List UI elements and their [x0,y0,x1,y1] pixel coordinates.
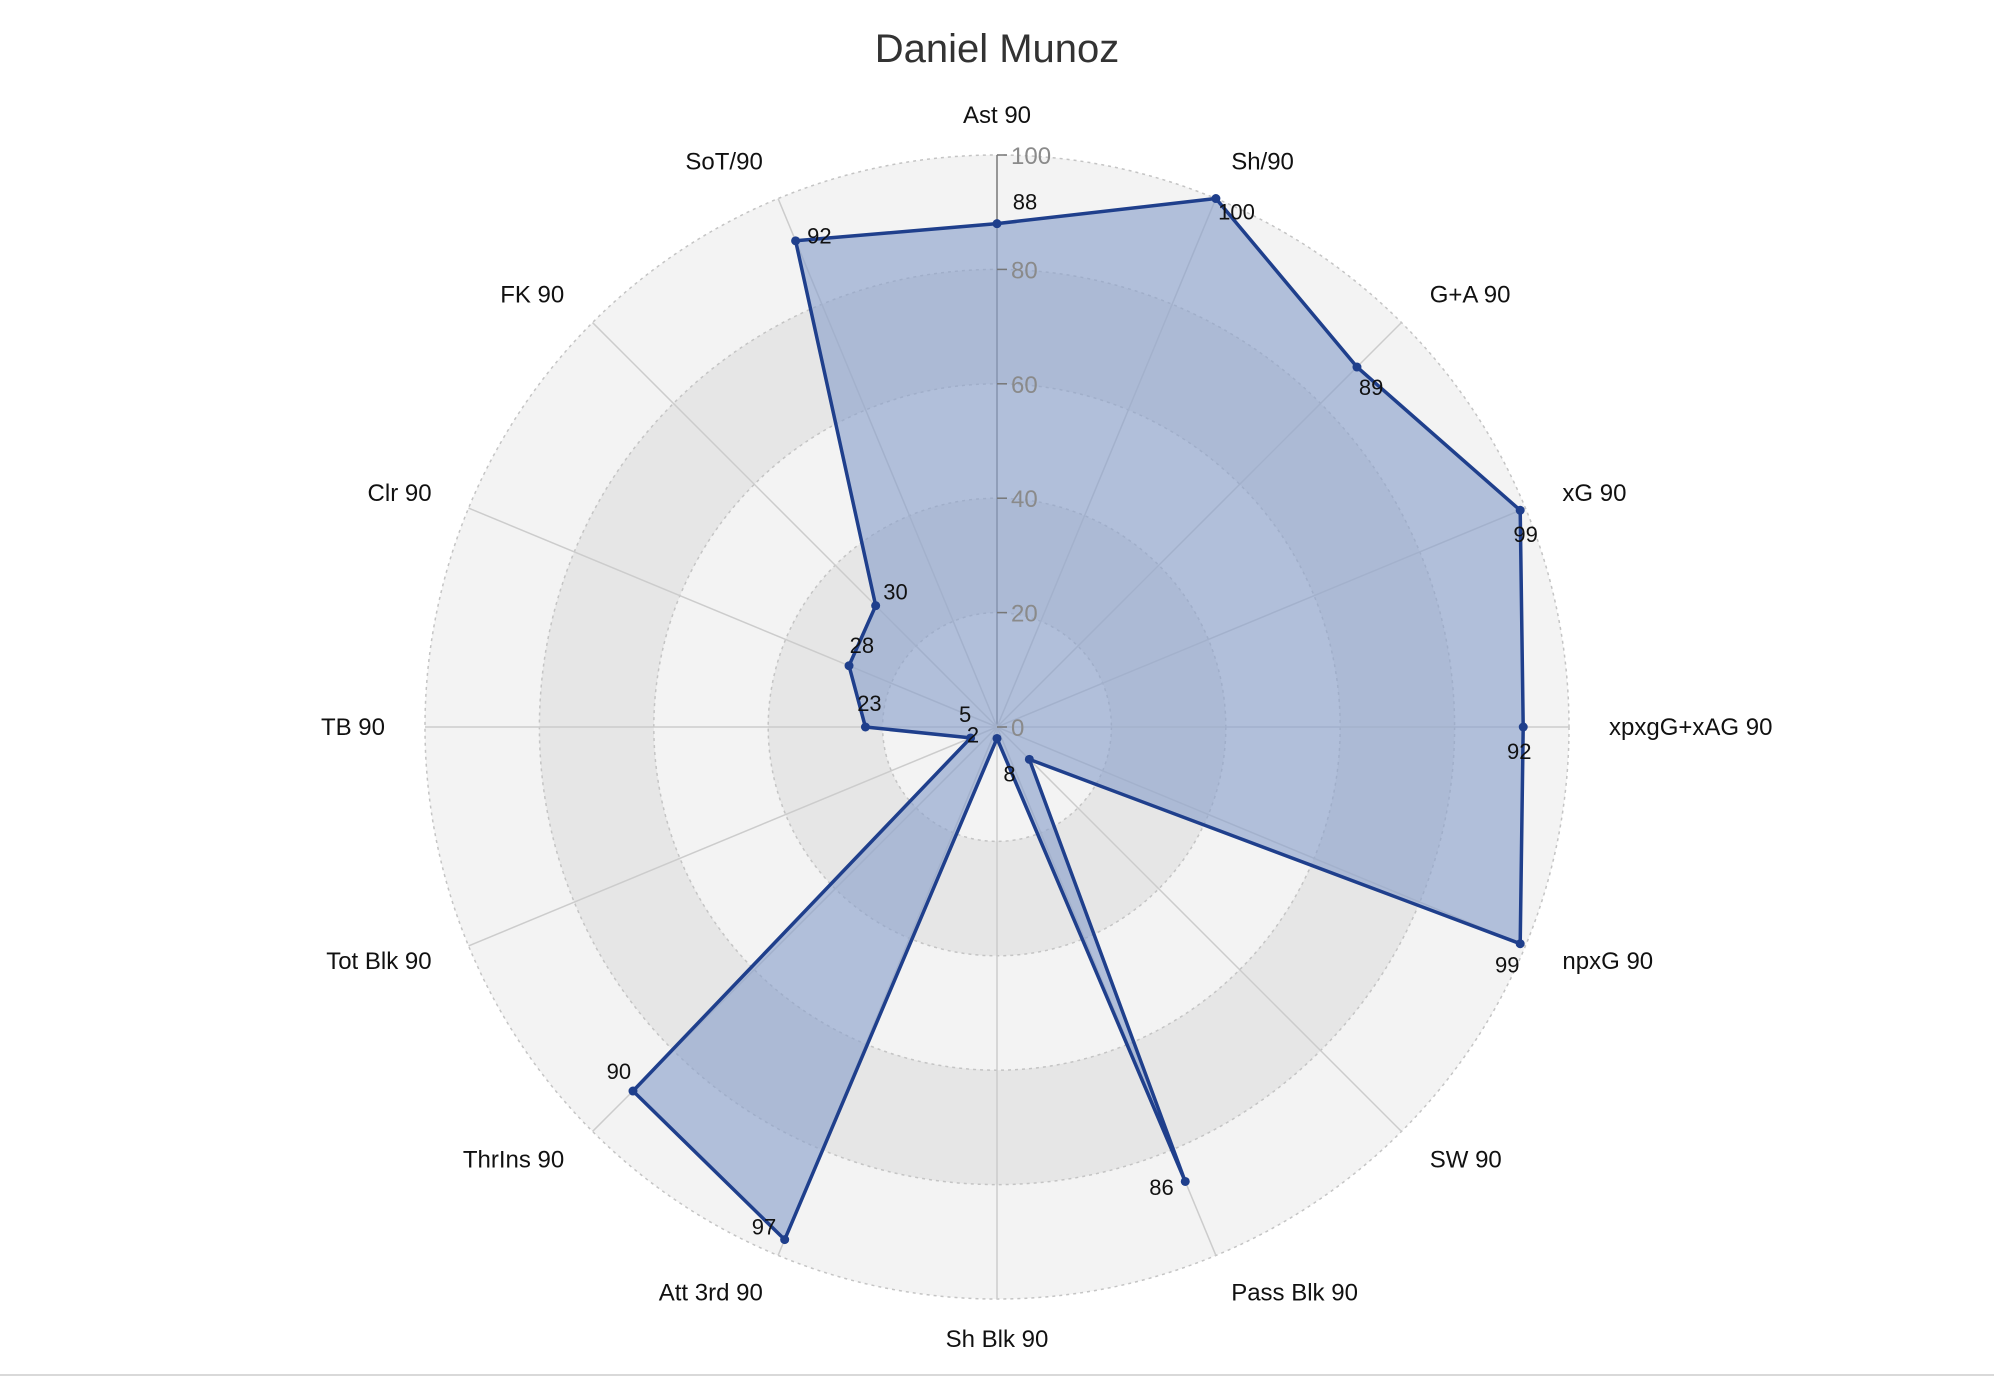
data-point [1211,194,1221,204]
tick-label: 40 [1011,486,1038,513]
bottom-border [0,1374,1994,1376]
axis-label: Clr 90 [368,480,432,507]
tick-label: 20 [1011,601,1038,628]
radial-tick-labels: 0 20 40 60 80 100 [997,143,1051,742]
value-label: 23 [857,691,881,716]
value-label: 90 [607,1059,631,1084]
value-label: 86 [1149,1175,1173,1200]
tick-label: 80 [1011,257,1038,284]
value-label: 92 [807,223,831,248]
value-label: 5 [959,702,971,727]
spoke [996,726,1402,1132]
value-label: 8 [1003,761,1015,786]
axis-label: Sh/90 [1231,149,1294,176]
data-point [844,661,854,671]
value-label: 97 [752,1215,776,1240]
data-point [1352,362,1362,372]
axis-label: G+A 90 [1430,281,1511,308]
data-point [1515,505,1525,515]
axis-label: Sh Blk 90 [946,1326,1049,1353]
value-label: 100 [1218,199,1255,224]
tick-label: 60 [1011,372,1038,399]
axis-label: Att 3rd 90 [659,1279,763,1306]
value-label: 28 [850,633,874,658]
axis-label: Tot Blk 90 [326,948,431,975]
value-label: 88 [1013,190,1037,215]
value-label: 89 [1359,375,1383,400]
data-point [780,1235,790,1245]
data-point [791,236,801,246]
axis-label: FK 90 [500,281,564,308]
data-point [992,733,1002,743]
spoke [468,726,998,947]
data-point [871,601,881,611]
data-point [992,219,1002,229]
axis-labels: Ast 90 Sh/90 G+A 90 xG 90 xpxgG+xAG 90 npxG 9… [321,102,1772,1353]
data-point [1518,722,1528,732]
tick-label: 0 [1011,715,1024,742]
data-points [628,194,1528,1245]
axis-label: npxG 90 [1562,948,1653,975]
axis-label: Ast 90 [963,102,1031,129]
value-label: 30 [883,580,907,605]
value-label: 92 [1507,739,1531,764]
axis-label: xpxgG+xAG 90 [1609,714,1772,741]
axis-label: SW 90 [1430,1147,1502,1174]
axis-label: TB 90 [321,714,385,741]
axis-label: SoT/90 [685,149,762,176]
axis-label: ThrIns 90 [463,1147,564,1174]
value-label: 99 [1513,522,1537,547]
chart-title: Daniel Munoz [875,27,1120,71]
data-point [860,722,870,732]
value-labels: 88 100 89 99 92 99 8 86 2 97 90 5 23 28 30 92 [607,190,1538,1240]
axis-label: xG 90 [1562,480,1626,507]
data-point [628,1086,638,1096]
value-label: 99 [1495,952,1519,977]
value-label: 2 [967,722,979,747]
data-point [1180,1176,1190,1186]
data-point [1024,754,1034,764]
tick-label: 100 [1011,143,1051,170]
data-point [966,733,976,743]
axis-label: Pass Blk 90 [1231,1279,1358,1306]
data-point [1515,939,1525,949]
